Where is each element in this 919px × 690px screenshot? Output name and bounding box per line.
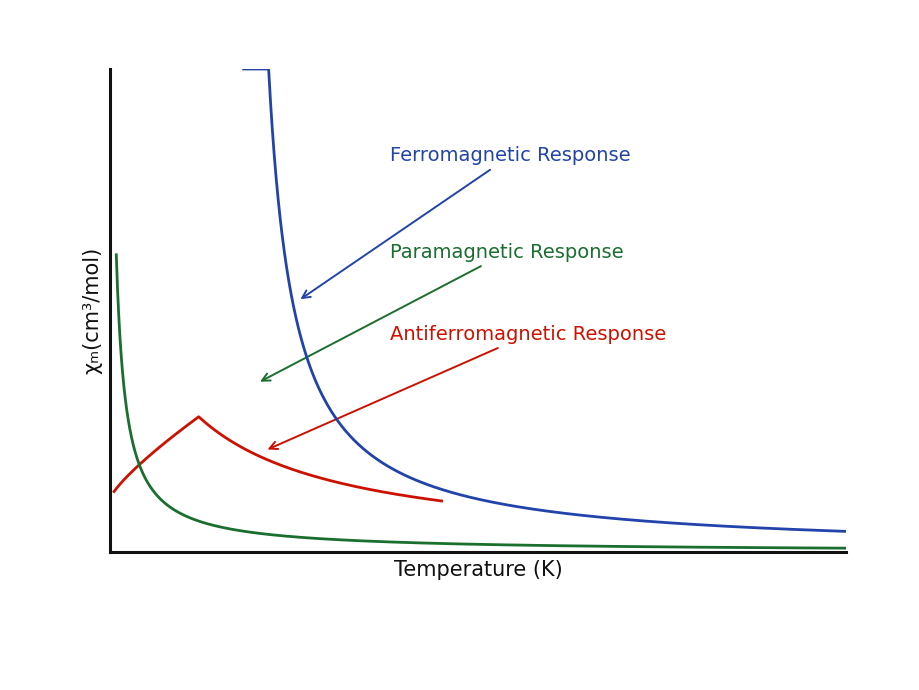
Text: Antiferromagnetic Response: Antiferromagnetic Response [269,325,665,449]
X-axis label: Temperature (K): Temperature (K) [393,560,562,580]
Y-axis label: χₘ(cm³/mol): χₘ(cm³/mol) [82,247,102,374]
Text: Paramagnetic Response: Paramagnetic Response [262,243,623,381]
Text: Ferromagnetic Response: Ferromagnetic Response [301,146,630,298]
